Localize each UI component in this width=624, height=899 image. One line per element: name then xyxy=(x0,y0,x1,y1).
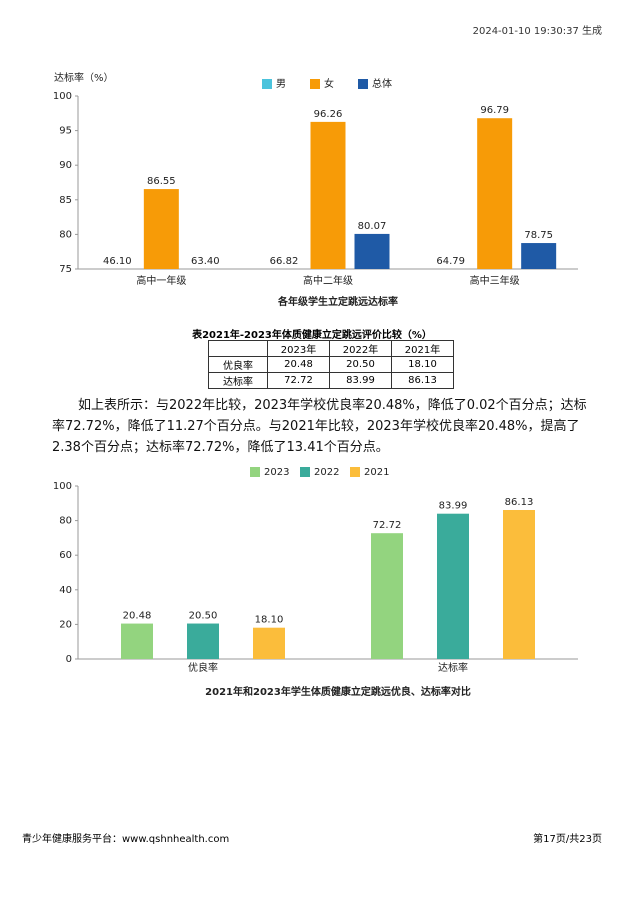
cell: 20.48 xyxy=(267,356,330,373)
value-label: 72.72 xyxy=(373,520,402,531)
bar xyxy=(521,243,557,269)
bar xyxy=(477,118,513,269)
bar xyxy=(267,269,302,320)
value-label: 83.99 xyxy=(439,501,468,512)
table: 2023年 2022年 2021年 优良率 20.48 20.50 18.10 达标率 72… xyxy=(208,340,454,389)
legend-swatch xyxy=(310,79,320,89)
legend-label: 总体 xyxy=(372,77,392,90)
bar xyxy=(187,623,219,659)
bar xyxy=(188,269,223,320)
y-axis-label: 达标率（%） xyxy=(54,71,114,84)
footer-page: 第17页/共23页 xyxy=(533,834,602,845)
legend-swatch xyxy=(262,79,272,89)
cell: 优良率 xyxy=(208,356,268,373)
bar xyxy=(121,623,153,659)
legend-label: 女 xyxy=(324,77,334,90)
bar xyxy=(503,509,535,659)
y-tick-label: 60 xyxy=(59,550,72,561)
timestamp: 2024-01-10 19:30:37 生成 xyxy=(472,26,602,37)
value-label: 46.10 xyxy=(103,256,132,267)
chart-title: 2021年和2023年学生体质健康立定跳远优良、达标率对比 xyxy=(205,685,471,698)
x-tick-label: 达标率 xyxy=(438,661,468,674)
bar xyxy=(354,233,390,269)
paragraph: 如上表所示：与2022年比较，2023年学校优良率20.48%，降低了0.02个… xyxy=(52,398,587,455)
cell: 86.13 xyxy=(391,372,454,389)
cell: 达标率 xyxy=(208,372,268,389)
value-label: 86.55 xyxy=(147,176,176,187)
y-tick-label: 20 xyxy=(59,619,72,630)
legend-swatch xyxy=(358,79,368,89)
bar xyxy=(437,513,469,659)
chart-compare: 0 20 40 60 80 100 优良率 20.48 20.50 18.10 达标率 72.72 83… xyxy=(53,467,578,698)
chart-title: 各年级学生立定跳远达标率 xyxy=(277,295,398,308)
value-label: 78.75 xyxy=(524,230,553,241)
bar xyxy=(310,121,346,269)
cell: 2021年 xyxy=(391,340,454,357)
y-tick-label: 100 xyxy=(53,481,72,492)
x-tick-label: 高中三年级 xyxy=(470,274,520,287)
footer-site: 青少年健康服务平台：www.qshnhealth.com xyxy=(22,834,230,845)
y-tick-label: 85 xyxy=(59,195,72,206)
table-row: 优良率 20.48 20.50 18.10 xyxy=(208,356,454,373)
value-label: 64.79 xyxy=(436,256,465,267)
legend-swatch xyxy=(350,467,360,477)
y-tick-label: 80 xyxy=(59,229,72,240)
value-label: 80.07 xyxy=(358,221,387,232)
bar xyxy=(371,533,403,659)
cell: 2022年 xyxy=(329,340,392,357)
y-tick-label: 80 xyxy=(59,516,72,527)
legend-label: 男 xyxy=(276,78,286,90)
y-tick-label: 40 xyxy=(59,585,72,596)
bar xyxy=(253,627,285,659)
value-label: 18.10 xyxy=(255,615,284,626)
table-title: 表2021年-2023年体质健康立定跳远评价比较（%） xyxy=(192,330,432,341)
value-label: 20.48 xyxy=(123,611,152,622)
bar xyxy=(143,189,179,269)
value-label: 96.79 xyxy=(480,105,509,116)
cell: 18.10 xyxy=(391,356,454,373)
legend-label: 2023 xyxy=(264,467,289,478)
value-label: 66.82 xyxy=(270,256,299,267)
y-tick-label: 0 xyxy=(66,654,72,665)
x-tick-label: 高中二年级 xyxy=(303,274,353,287)
legend-swatch xyxy=(300,467,310,477)
chart-grade: 75 80 85 90 95 100 达标率（%） 高中一年级 46.10 86.55 63.40 高… xyxy=(53,71,578,320)
value-label: 20.50 xyxy=(189,611,218,622)
value-label: 86.13 xyxy=(505,497,534,508)
cell xyxy=(208,340,268,357)
legend-label: 2022 xyxy=(314,467,339,478)
y-tick-label: 100 xyxy=(53,91,72,102)
cell: 83.99 xyxy=(329,372,392,389)
y-tick-label: 75 xyxy=(59,264,72,275)
x-tick-label: 优良率 xyxy=(188,661,218,674)
bar xyxy=(100,269,135,320)
legend-swatch xyxy=(250,467,260,477)
value-label: 96.26 xyxy=(314,109,343,120)
bar xyxy=(433,269,468,320)
legend-label: 2021 xyxy=(364,467,389,478)
x-tick-label: 高中一年级 xyxy=(136,274,186,287)
cell: 20.50 xyxy=(329,356,392,373)
cell: 72.72 xyxy=(267,372,330,389)
y-tick-label: 95 xyxy=(59,126,72,137)
cell: 2023年 xyxy=(267,340,330,357)
value-label: 63.40 xyxy=(191,256,220,267)
y-tick-label: 90 xyxy=(59,160,72,171)
table-header: 2023年 2022年 2021年 xyxy=(208,340,454,357)
table-row: 达标率 72.72 83.99 86.13 xyxy=(208,372,454,389)
